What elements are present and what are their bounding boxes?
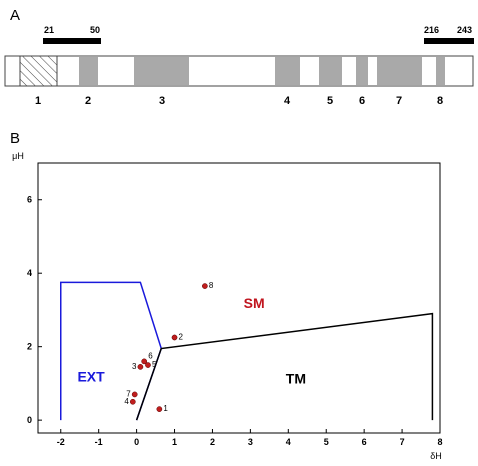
x-tick-label: 8 (437, 437, 442, 447)
data-point (141, 358, 148, 365)
data-point (131, 391, 138, 398)
bracket-left-start-label: 21 (44, 25, 54, 35)
domain-bracket-left: 21 50 (43, 25, 101, 44)
x-tick-label: 7 (400, 437, 405, 447)
region-label-tm: TM (286, 370, 306, 386)
data-point (202, 283, 208, 289)
y-axis-label: μH (12, 151, 24, 161)
data-point-label: 1 (163, 404, 168, 413)
y-tick-label: 2 (27, 342, 32, 352)
segment-label-8: 8 (437, 95, 443, 107)
segment-1-hatched (19, 55, 58, 87)
x-tick-label: 6 (362, 437, 367, 447)
x-tick-label: -1 (95, 437, 103, 447)
data-point (171, 334, 178, 341)
segment-4 (275, 57, 300, 85)
ext-region-boundary (60, 281, 163, 421)
segment-2 (79, 57, 98, 85)
segment-label-1: 1 (35, 95, 41, 107)
y-tick-label: 4 (27, 268, 32, 278)
y-tick-label: 6 (27, 195, 32, 205)
x-tick-label: 2 (210, 437, 215, 447)
x-tick-label: 0 (134, 437, 139, 447)
segment-5 (319, 57, 342, 85)
y-tick-label: 0 (27, 415, 32, 425)
bracket-right-start-label: 216 (424, 25, 439, 35)
segment-label-5: 5 (327, 95, 333, 107)
segment-label-7: 7 (396, 95, 402, 107)
bracket-right-end-label: 243 (457, 25, 472, 35)
region-label-ext: EXT (77, 369, 105, 385)
data-point-label: 4 (124, 397, 129, 406)
data-point (129, 398, 136, 405)
segment-labels: 1 2 3 4 5 6 7 8 (35, 95, 443, 107)
segment-6 (356, 57, 368, 85)
segment-label-2: 2 (85, 95, 91, 107)
protein-bar (4, 55, 474, 87)
x-tick-label: 5 (324, 437, 329, 447)
x-axis-label: δH (430, 451, 442, 461)
data-point-label: 3 (132, 362, 137, 371)
panel-a-label: A (10, 7, 20, 24)
data-point (137, 364, 144, 370)
segment-3 (134, 57, 189, 85)
region-label-sm: SM (244, 295, 265, 311)
x-tick-label: 3 (248, 437, 253, 447)
x-tick-label: 1 (172, 437, 177, 447)
x-tick-label: 4 (286, 437, 291, 447)
panel-b-label: B (10, 130, 20, 147)
segment-label-6: 6 (359, 95, 365, 107)
segment-7 (377, 57, 422, 85)
segment-label-3: 3 (159, 95, 165, 107)
plot-frame (37, 162, 441, 434)
segment-8 (436, 57, 445, 85)
data-point (145, 362, 151, 368)
data-point (156, 406, 163, 412)
domain-bracket-right: 216 243 (424, 25, 474, 44)
data-point-label: 5 (152, 360, 157, 369)
segment-label-4: 4 (284, 95, 291, 107)
bracket-left-end-label: 50 (90, 25, 100, 35)
data-point-label: 8 (209, 281, 214, 290)
data-point-label: 6 (148, 351, 153, 360)
data-point-label: 2 (179, 332, 184, 341)
data-point-label: 7 (126, 389, 131, 398)
tm-region-boundary (135, 312, 434, 421)
x-tick-label: -2 (57, 437, 65, 447)
